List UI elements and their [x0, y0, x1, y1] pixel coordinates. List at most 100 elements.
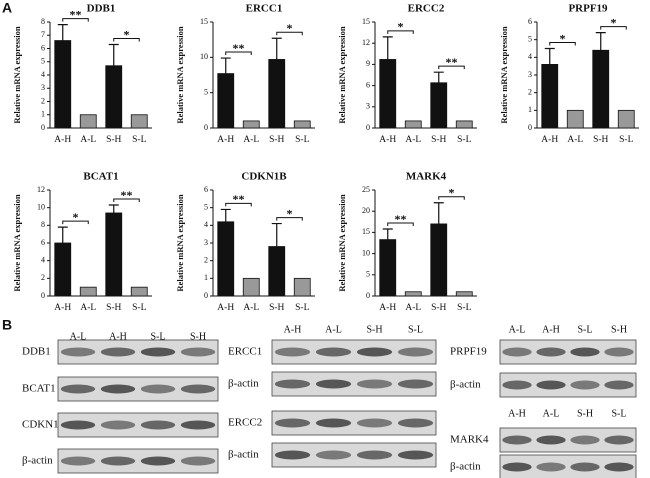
y-tick-label: 2: [528, 87, 532, 96]
y-tick-label: 7: [41, 30, 45, 39]
blot-band: [180, 384, 216, 394]
blot-label: β-actin: [228, 449, 259, 461]
blot-band: [604, 347, 634, 357]
y-tick-label: 0: [204, 123, 208, 132]
y-tick-label: 3: [528, 70, 532, 79]
x-tick-label: A-H: [217, 135, 234, 145]
blot-label: PRPF19: [450, 346, 487, 358]
y-tick-label: 6: [41, 238, 45, 247]
blot-band: [536, 462, 566, 472]
significance-bracket: [600, 26, 627, 30]
bar: [404, 291, 422, 297]
significance-bracket: [225, 202, 252, 207]
y-tick-label: 4: [528, 52, 532, 61]
x-tick-label: A-H: [54, 303, 71, 313]
panel-label: A: [2, 0, 12, 16]
y-axis-label: Relative mRNA expression: [12, 26, 22, 123]
y-axis-label: Relative mRNA expression: [499, 26, 509, 123]
blot-label: MARK4: [450, 434, 489, 446]
y-tick-label: 10: [200, 52, 208, 61]
y-tick-label: 5: [41, 57, 45, 66]
x-tick-label: S-H: [106, 135, 121, 145]
x-tick-label: A-H: [541, 135, 558, 145]
y-tick-label: 2: [204, 255, 208, 264]
x-tick-label: S-H: [106, 303, 121, 313]
significance-label: *: [287, 21, 293, 35]
error-bar: [544, 47, 555, 65]
chart-title: PRPF19: [568, 3, 608, 15]
blot-band: [315, 450, 352, 460]
x-tick-label: A-H: [379, 303, 396, 313]
significance-label: **: [121, 188, 133, 202]
y-axis-label: Relative mRNA expression: [337, 26, 347, 123]
x-tick-label: A-L: [80, 303, 96, 313]
blot-band: [274, 379, 311, 389]
panel-label: B: [2, 317, 12, 333]
x-tick-label: A-H: [379, 135, 396, 145]
x-tick-label: A-L: [243, 303, 259, 313]
blot-label: BCAT1: [22, 383, 56, 395]
x-tick-label: S-L: [457, 303, 471, 313]
x-tick-label: S-L: [132, 135, 146, 145]
chart-title: ERCC2: [408, 3, 445, 15]
lane-label: S-H: [611, 324, 627, 335]
significance-label: *: [287, 206, 293, 220]
blot-band: [100, 347, 136, 357]
blot-band: [604, 380, 634, 390]
y-tick-label: 9: [366, 59, 370, 68]
blot-band: [180, 456, 216, 466]
error-bar: [108, 204, 119, 213]
y-tick-label: 8: [41, 17, 45, 26]
blot-band: [60, 347, 96, 357]
y-tick-label: 0: [528, 123, 532, 132]
blot-band: [180, 347, 216, 357]
blot-band: [140, 384, 176, 394]
y-tick-label: 15: [200, 17, 208, 26]
significance-bracket: [113, 38, 140, 42]
y-tick-label: 5: [528, 34, 532, 43]
y-tick-label: 4: [41, 255, 45, 264]
significance-label: **: [446, 55, 458, 69]
x-tick-label: A-L: [405, 303, 421, 313]
significance-label: **: [70, 7, 82, 21]
x-tick-label: S-H: [431, 303, 446, 313]
y-tick-label: 1: [41, 110, 45, 119]
y-tick-label: 4: [41, 70, 45, 79]
bar: [268, 246, 286, 297]
significance-label: **: [233, 192, 245, 206]
blot-label: ERCC1: [228, 346, 262, 358]
y-tick-label: 3: [204, 238, 208, 247]
blot-label: DDB1: [22, 346, 51, 358]
chart-title: ERCC1: [246, 3, 283, 15]
chart-title: BCAT1: [83, 171, 118, 183]
y-tick-label: 20: [362, 206, 370, 215]
lane-label: A-L: [325, 324, 342, 335]
blot-label: ERCC2: [228, 417, 262, 429]
y-tick-label: 4: [204, 220, 208, 229]
bar: [379, 239, 397, 297]
significance-label: *: [611, 15, 617, 29]
y-tick-label: 25: [362, 185, 370, 194]
significance-bracket: [62, 220, 89, 225]
error-bar: [433, 202, 444, 224]
blot-band: [397, 347, 434, 357]
y-tick-label: 8: [41, 220, 45, 229]
bar: [79, 286, 97, 297]
bar: [541, 64, 559, 129]
x-tick-label: S-L: [132, 303, 146, 313]
lane-label: S-H: [577, 408, 593, 419]
y-tick-label: 1: [528, 105, 532, 114]
x-tick-label: S-L: [295, 303, 309, 313]
blot-band: [274, 418, 311, 428]
blot-band: [536, 435, 566, 445]
y-tick-label: 0: [366, 123, 370, 132]
blot-band: [397, 450, 434, 460]
x-tick-label: S-L: [619, 135, 633, 145]
lane-label: A-L: [543, 408, 560, 419]
y-tick-label: 3: [366, 102, 370, 111]
x-tick-label: A-L: [243, 135, 259, 145]
blot-band: [140, 420, 176, 430]
lane-label: S-H: [190, 331, 206, 342]
blot-band: [397, 379, 434, 389]
lane-label: S-L: [578, 324, 593, 335]
